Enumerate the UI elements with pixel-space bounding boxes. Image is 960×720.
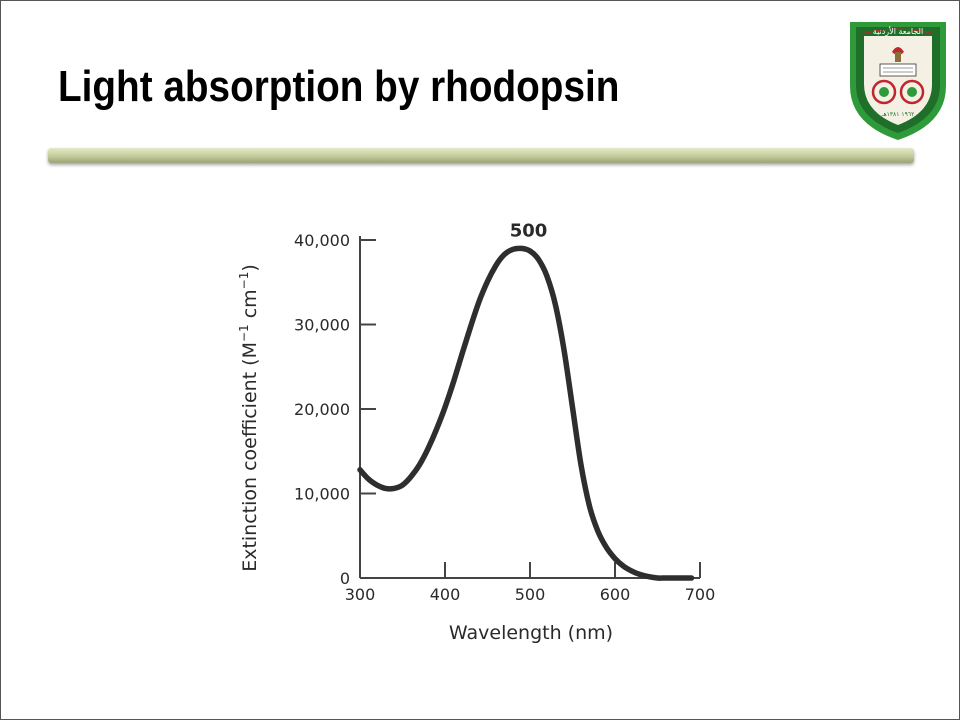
x-tick-label: 500 — [515, 585, 546, 604]
slide-title: Light absorption by rhodopsin — [58, 62, 620, 111]
peak-label: 500 — [510, 220, 548, 241]
y-tick-label: 40,000 — [294, 231, 350, 250]
x-tick-label: 700 — [685, 585, 716, 604]
absorption-chart: Extinction coefficient (M−1 cm−1) Wavele… — [237, 220, 716, 644]
x-axis-label: Wavelength (nm) — [449, 622, 613, 644]
absorption-curve — [357, 245, 695, 581]
y-axis-label: Extinction coefficient (M−1 cm−1) — [237, 264, 261, 572]
seal-top-text: الجامعة الأردنية — [873, 26, 923, 36]
x-tick-label: 600 — [600, 585, 631, 604]
y-tick-label: 20,000 — [294, 400, 350, 419]
svg-text:Extinction coefficient (M−1 cm: Extinction coefficient (M−1 cm−1) — [237, 264, 261, 572]
university-seal-icon: الجامعة الأردنية ١٩٦٢ ١٣٨١هـ — [850, 22, 946, 140]
seal-bottom-text: ١٩٦٢ ١٣٨١هـ — [881, 111, 915, 118]
y-tick-label: 10,000 — [294, 485, 350, 504]
x-tick-label: 300 — [345, 585, 376, 604]
title-divider-bar — [48, 148, 914, 163]
y-tick-label: 30,000 — [294, 316, 350, 335]
x-tick-label: 400 — [430, 585, 461, 604]
y-tick-label: 0 — [340, 569, 350, 588]
